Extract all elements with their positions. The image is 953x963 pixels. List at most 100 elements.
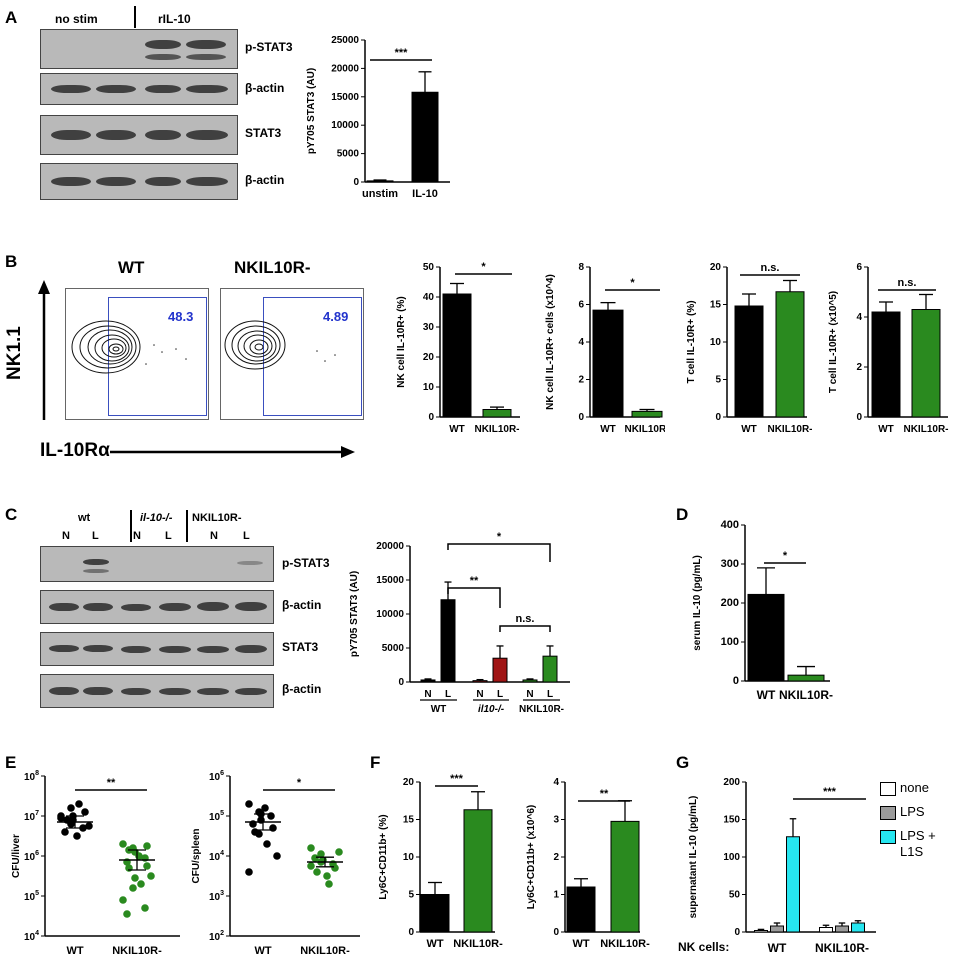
blot-c-row1 xyxy=(40,546,274,582)
blot-a-label-pstat3: p-STAT3 xyxy=(245,40,293,54)
y-tick-label: 10 xyxy=(423,382,435,393)
blot-c-label-stat3: STAT3 xyxy=(282,640,319,654)
y-axis-title: CFU/spleen xyxy=(191,828,202,883)
y-tick-label: 10 xyxy=(710,337,722,348)
y-tick-label: 20000 xyxy=(331,63,359,74)
category-label-0: WT xyxy=(66,945,83,957)
y-tick-label: 15 xyxy=(710,300,722,311)
y-tick-label: 40 xyxy=(423,292,435,303)
y-tick-label: 2 xyxy=(578,375,584,386)
point-1-9 xyxy=(147,872,155,880)
blot-c-lane-6: L xyxy=(243,530,250,542)
group-label-2: NKIL10R- xyxy=(519,704,564,715)
point-1-10 xyxy=(119,896,127,904)
category-label-1: IL-10 xyxy=(412,188,438,200)
panel-label-d: D xyxy=(676,505,689,524)
y-axis-title: T cell IL-10R+ (%) xyxy=(686,300,697,383)
sig-b1-text: * xyxy=(481,261,486,273)
blot-a-row4 xyxy=(40,163,238,200)
legend-swatch-none xyxy=(880,782,896,796)
category-label-1: NKIL10R- xyxy=(600,938,650,950)
y-axis-title: serum IL-10 (pg/mL) xyxy=(692,555,703,651)
bar-1 xyxy=(770,925,784,933)
category-label-3: L xyxy=(497,689,503,700)
y-tick-label: 4 xyxy=(578,337,584,348)
point-0-5 xyxy=(61,828,69,836)
sig-a-text: *** xyxy=(395,47,409,59)
blot-c-label-actin1: β-actin xyxy=(282,598,322,612)
y-tick-label: 0 xyxy=(733,675,739,687)
y-tick-label: 5 xyxy=(715,375,721,386)
point-1-15 xyxy=(123,910,131,918)
y-tick-label: 4 xyxy=(553,777,559,788)
blot-a-row1 xyxy=(40,29,238,69)
legend-label-lps-l1s: LPS + L1S xyxy=(900,828,936,859)
point-0-9 xyxy=(85,822,93,830)
y-axis-title: CFU/liver xyxy=(11,834,22,878)
y-tick-label: 0 xyxy=(428,412,434,423)
chart-a: 0 5000 10000 15000 20000 25000 pY705 STAT3 (AU… xyxy=(306,35,450,200)
category-label-0: unstim xyxy=(362,188,398,200)
category-label-1: NKIL10R- xyxy=(300,945,350,957)
y-tick-label: 2 xyxy=(856,362,862,373)
category-label-0: WT xyxy=(449,424,465,435)
panel-label-e: E xyxy=(5,753,17,772)
point-1-8 xyxy=(137,880,145,888)
bar-0 xyxy=(592,309,624,418)
category-label-1: NKIL10R- xyxy=(624,424,665,435)
category-label-0: WT xyxy=(741,424,757,435)
blot-c-divider-1 xyxy=(130,510,132,542)
bar-0 xyxy=(420,894,450,933)
category-label-0: WT xyxy=(254,945,271,957)
bar-2 xyxy=(786,836,800,933)
y-axis-title: pY705 STAT3 (AU) xyxy=(306,68,317,154)
bar-0 xyxy=(747,593,785,682)
category-label-1: NKIL10R- xyxy=(112,945,162,957)
bar-4 xyxy=(522,679,538,683)
y-tick-label: 150 xyxy=(723,815,740,826)
y-tick-label: 0 xyxy=(553,927,559,938)
panel-label-f: F xyxy=(370,753,381,772)
point-1-7 xyxy=(323,872,331,880)
y-tick-label: 20 xyxy=(423,352,435,363)
sig-c-bracket-3 xyxy=(499,625,551,632)
y-tick-label: 0 xyxy=(353,177,359,188)
group-label-0: WT xyxy=(431,704,447,715)
blot-header-ril10: rIL-10 xyxy=(158,12,191,26)
y-tick-label: 0 xyxy=(578,412,584,423)
legend-swatch-lps-l1s xyxy=(880,830,896,844)
point-1-10 xyxy=(307,862,315,870)
point-1-7 xyxy=(135,852,143,860)
y-tick-label: 15 xyxy=(403,815,415,826)
y-tick-label: 400 xyxy=(721,519,739,531)
y-tick-label: 300 xyxy=(721,558,739,570)
point-1-8 xyxy=(325,880,333,888)
bar-5 xyxy=(542,655,558,683)
blot-c-label-actin2: β-actin xyxy=(282,682,322,696)
y-tick-label: 4 xyxy=(856,312,862,323)
y-tick-label: 105 xyxy=(24,890,39,903)
category-label-0: WT xyxy=(426,938,443,950)
y-axis-title: Ly6C+CD11b+ (%) xyxy=(378,814,389,899)
category-label-2: N xyxy=(476,689,483,700)
sig-e1-text: ** xyxy=(107,777,116,789)
y-axis-title: Ly6C+CD11b+ (x10^6) xyxy=(526,805,537,909)
category-label-1: L xyxy=(445,689,451,700)
point-0-0 xyxy=(245,800,253,808)
category-label-0: N xyxy=(424,689,431,700)
chart-b3: 0 5 10 15 20 T cell IL-10R+ (%) WT NKIL10R-n.s. xyxy=(686,262,812,435)
point-0-9 xyxy=(273,852,281,860)
flow-x-axis-label: IL-10Rα xyxy=(40,440,110,461)
panel-label-a: A xyxy=(5,8,18,27)
bar-0 xyxy=(566,886,596,933)
category-label-1: NKIL10R- xyxy=(453,938,503,950)
chart-b2: 0 2 4 6 8 NK cell IL-10R+ cells (x10^4) WT NKIL… xyxy=(545,262,665,435)
blot-c-lane-4: L xyxy=(165,530,172,542)
blot-c-lane-3: N xyxy=(133,530,141,542)
sig-e2-text: * xyxy=(297,777,302,789)
point-1-5 xyxy=(311,854,319,862)
flow-axes xyxy=(38,280,355,458)
blot-a-row3 xyxy=(40,115,238,155)
y-tick-label: 5000 xyxy=(337,149,360,160)
y-tick-label: 106 xyxy=(209,770,224,783)
